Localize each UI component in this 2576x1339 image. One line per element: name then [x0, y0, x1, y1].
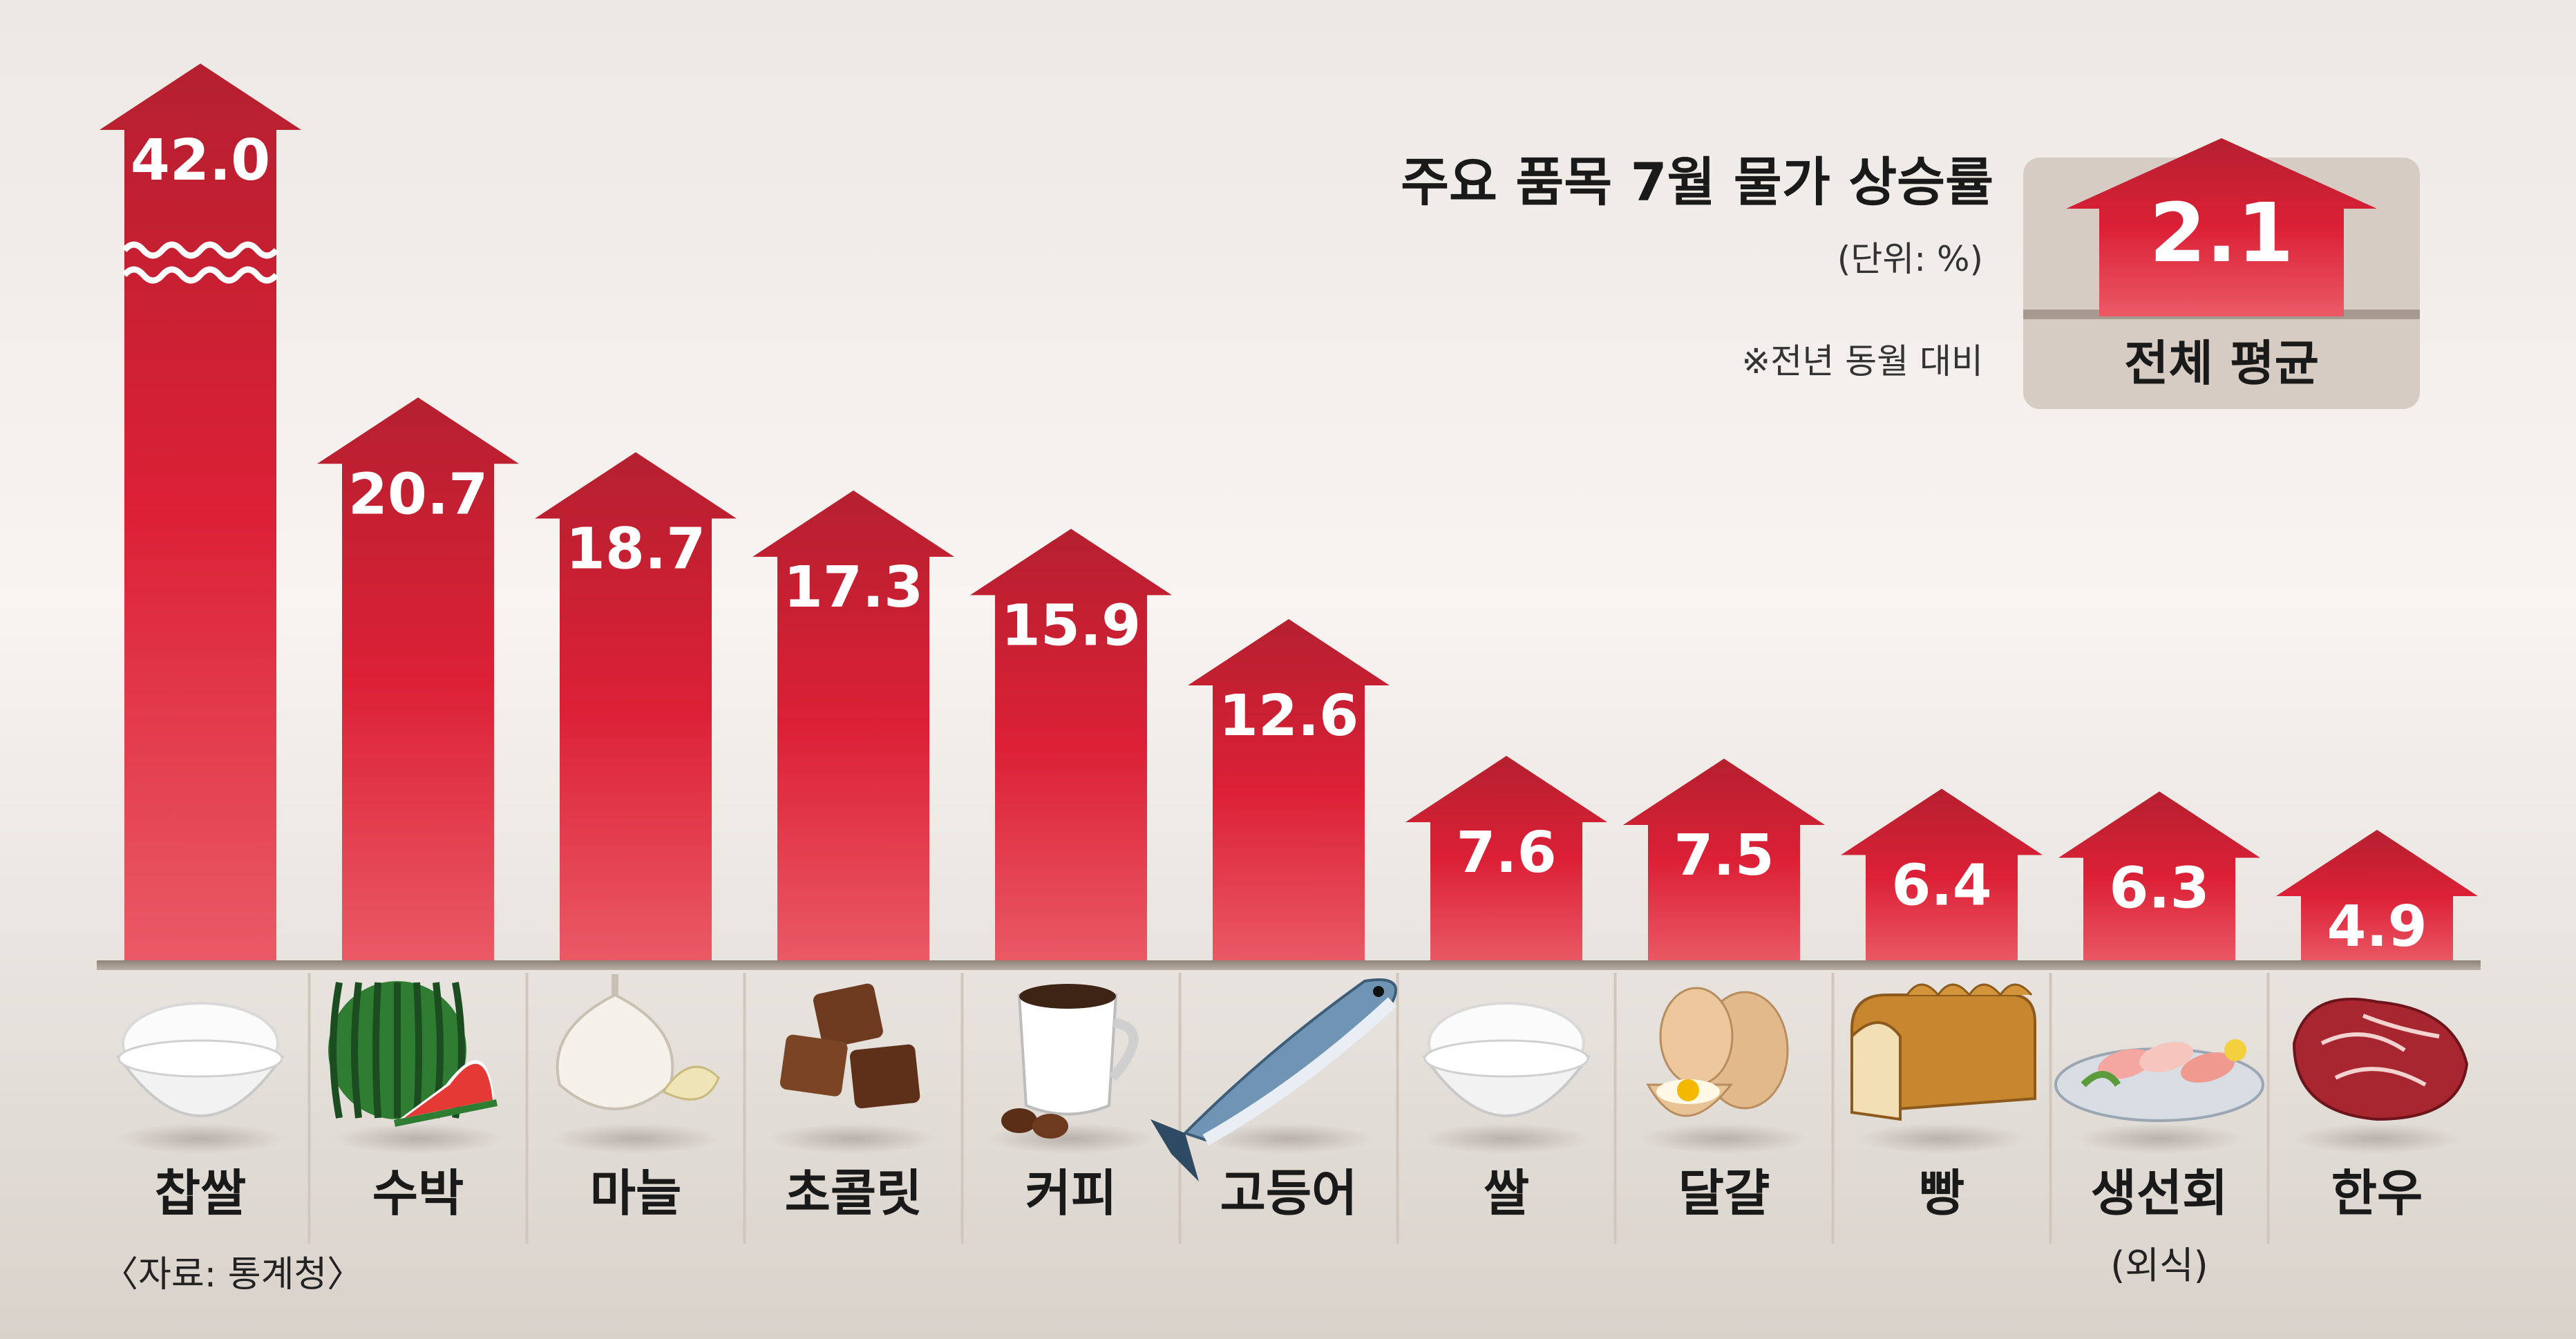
garlic-icon [553, 974, 720, 1154]
value-label: 6.3 [2109, 856, 2209, 922]
bar [2058, 791, 2260, 964]
category-labels: 찹쌀 수박 마늘 초콜릿 커피 고등어 쌀 달걀 빵 생선회 (외식) 한우 [155, 1164, 2423, 1287]
bar-group: 20.7 [317, 397, 519, 964]
bar [2276, 829, 2478, 964]
sashimi-icon [2054, 1039, 2264, 1154]
category-label: 쌀 [1484, 1164, 1529, 1222]
icon-shelf [116, 973, 2469, 1244]
comparison-note: ※전년 동월 대비 [1741, 341, 1983, 381]
category-label: 커피 [1025, 1164, 1117, 1222]
average-arrow [2066, 138, 2377, 316]
value-label: 18.7 [566, 516, 705, 582]
bar-group: 15.9 [970, 529, 1172, 964]
category-label: 수박 [372, 1164, 464, 1222]
value-label: 42.0 [131, 128, 270, 193]
bar [317, 397, 519, 964]
value-label: 20.7 [348, 462, 488, 527]
bar [1405, 756, 1607, 964]
bars: 42.0 20.7 18.7 17.3 15.9 12.6 7.6 7.5 6.4 6.3 4.9 [100, 64, 2478, 964]
category-label: 생선회 [2091, 1164, 2228, 1222]
bar [535, 452, 737, 964]
category-label: 초콜릿 [785, 1164, 922, 1222]
category-label: 찹쌀 [155, 1164, 246, 1222]
axis-break-mark [122, 241, 279, 259]
egg-icon [1641, 987, 1807, 1154]
bar [1841, 788, 2043, 964]
category-sublabel: (외식) [2110, 1244, 2208, 1287]
bar [752, 490, 954, 964]
bar-group: 42.0 [100, 64, 301, 964]
value-label: 15.9 [1001, 593, 1141, 658]
bread-icon [1850, 983, 2036, 1154]
bar-baseline [97, 960, 2481, 970]
category-label: 고등어 [1220, 1164, 1358, 1222]
bar-group: 18.7 [535, 452, 737, 964]
average-value: 2.1 [2149, 185, 2293, 281]
bar [100, 64, 301, 964]
category-label: 한우 [2331, 1164, 2423, 1222]
bar [1623, 759, 1825, 964]
bar [970, 529, 1172, 964]
value-label: 7.6 [1456, 820, 1556, 886]
watermelon-icon [328, 981, 501, 1154]
bar-group: 4.9 [2276, 829, 2478, 964]
mackerel-icon [1150, 978, 1397, 1181]
bar [1188, 619, 1390, 964]
value-label: 4.9 [2327, 894, 2427, 960]
rice-bowl-icon [116, 1002, 285, 1154]
value-label: 6.4 [1891, 853, 1991, 919]
chart-title: 주요 품목 7월 물가 상승률 [1401, 151, 1993, 213]
unit-note: (단위: %) [1837, 239, 1983, 279]
rice-bowl-icon [1422, 1002, 1591, 1154]
beef-icon [2292, 998, 2469, 1154]
coffee-icon [988, 984, 1154, 1154]
axis-break-mark [122, 266, 279, 284]
bar-group: 7.6 [1405, 756, 1607, 964]
bar-group: 7.5 [1623, 759, 1825, 964]
bar-group: 6.3 [2058, 791, 2260, 964]
value-label: 12.6 [1219, 683, 1358, 749]
value-label: 7.5 [1674, 823, 1774, 889]
bar-group: 6.4 [1841, 788, 2043, 964]
source-note: 〈자료: 통계청〉 [102, 1254, 363, 1295]
average-label: 전체 평균 [2124, 335, 2319, 392]
chocolate-icon [770, 983, 936, 1154]
value-label: 17.3 [784, 555, 923, 620]
category-label: 달걀 [1678, 1164, 1770, 1222]
category-label: 빵 [1919, 1164, 1964, 1222]
bar-group: 12.6 [1188, 619, 1390, 964]
bar-group: 17.3 [752, 490, 954, 964]
category-label: 마늘 [590, 1164, 681, 1222]
average-box: 2.1 전체 평균 [2023, 138, 2420, 409]
